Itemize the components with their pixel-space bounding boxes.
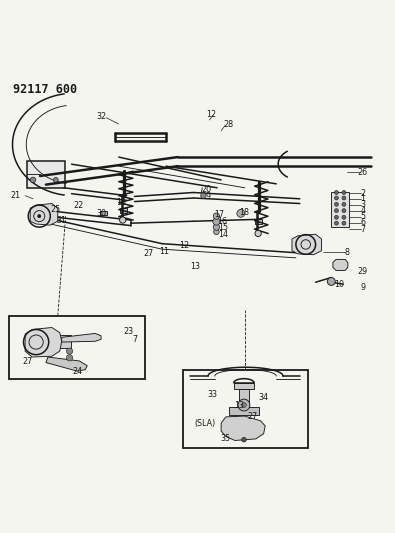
- Circle shape: [335, 215, 339, 219]
- Text: 20: 20: [201, 185, 211, 194]
- Circle shape: [342, 208, 346, 213]
- Text: 32: 32: [96, 112, 106, 122]
- Text: 14: 14: [218, 230, 228, 239]
- Circle shape: [342, 203, 346, 206]
- Bar: [120, 208, 128, 213]
- Polygon shape: [62, 334, 101, 342]
- Text: 2: 2: [360, 189, 365, 198]
- Circle shape: [342, 215, 346, 219]
- Text: 28: 28: [223, 120, 233, 130]
- Circle shape: [53, 177, 58, 182]
- Text: 12: 12: [179, 241, 189, 250]
- Circle shape: [342, 190, 346, 195]
- Polygon shape: [292, 234, 322, 255]
- Text: 13: 13: [116, 198, 126, 207]
- Text: 13: 13: [234, 401, 244, 409]
- Text: 34: 34: [259, 393, 269, 402]
- Circle shape: [342, 196, 346, 200]
- Bar: [43, 335, 71, 349]
- Text: 17: 17: [214, 209, 225, 219]
- Text: 7: 7: [360, 224, 365, 233]
- Bar: [234, 383, 254, 389]
- Circle shape: [242, 438, 246, 442]
- Circle shape: [335, 190, 339, 195]
- Bar: [9, 316, 145, 378]
- Circle shape: [201, 193, 206, 198]
- Bar: [239, 389, 249, 408]
- Text: 24: 24: [72, 367, 83, 376]
- Circle shape: [255, 230, 261, 237]
- Text: 12: 12: [206, 110, 216, 119]
- Text: 21: 21: [11, 191, 21, 200]
- Text: 35: 35: [221, 434, 231, 443]
- Text: 19: 19: [201, 192, 211, 201]
- Text: 27: 27: [23, 357, 32, 366]
- Polygon shape: [221, 416, 265, 440]
- Circle shape: [213, 224, 220, 230]
- Text: 4: 4: [360, 206, 365, 215]
- Text: 18: 18: [239, 208, 249, 217]
- Circle shape: [66, 348, 73, 354]
- Text: 6: 6: [360, 219, 365, 227]
- Circle shape: [335, 196, 339, 200]
- Circle shape: [237, 209, 245, 217]
- Circle shape: [38, 215, 41, 217]
- Text: 9: 9: [360, 283, 365, 292]
- Text: 22: 22: [73, 200, 84, 209]
- Circle shape: [214, 229, 219, 235]
- Text: 16: 16: [217, 217, 227, 226]
- Text: 92117 600: 92117 600: [13, 84, 77, 96]
- Text: 30: 30: [96, 209, 106, 218]
- Polygon shape: [333, 260, 348, 270]
- Circle shape: [342, 221, 346, 225]
- Text: 5: 5: [360, 213, 365, 221]
- Circle shape: [335, 208, 339, 213]
- Text: 3: 3: [360, 200, 365, 209]
- Circle shape: [327, 278, 335, 285]
- Polygon shape: [30, 204, 58, 225]
- Text: (SLA): (SLA): [194, 419, 215, 429]
- Circle shape: [30, 177, 36, 183]
- Text: 31: 31: [57, 215, 67, 224]
- Circle shape: [213, 213, 220, 219]
- Bar: [100, 211, 107, 215]
- Text: 11: 11: [159, 247, 169, 256]
- Text: 15: 15: [218, 223, 229, 232]
- Text: 26: 26: [357, 168, 367, 177]
- Polygon shape: [25, 327, 62, 357]
- Bar: [331, 192, 349, 227]
- Text: 29: 29: [358, 266, 368, 276]
- Circle shape: [238, 399, 250, 411]
- Circle shape: [335, 221, 339, 225]
- Bar: [229, 407, 259, 415]
- Polygon shape: [46, 357, 87, 371]
- Circle shape: [242, 403, 246, 407]
- Circle shape: [66, 354, 73, 361]
- Circle shape: [335, 203, 339, 206]
- Bar: [28, 161, 65, 188]
- Circle shape: [120, 217, 126, 223]
- Text: 23: 23: [124, 327, 134, 336]
- Text: 1: 1: [360, 195, 365, 203]
- Bar: [255, 219, 262, 224]
- Bar: [182, 369, 308, 448]
- Text: 25: 25: [50, 205, 60, 214]
- Text: 7: 7: [132, 335, 137, 344]
- Text: 13: 13: [190, 262, 200, 271]
- Text: 8: 8: [344, 248, 350, 257]
- Text: 27: 27: [143, 248, 153, 257]
- Text: 27: 27: [248, 413, 258, 422]
- Text: 10: 10: [334, 280, 344, 289]
- Text: 33: 33: [207, 390, 218, 399]
- Circle shape: [213, 218, 220, 225]
